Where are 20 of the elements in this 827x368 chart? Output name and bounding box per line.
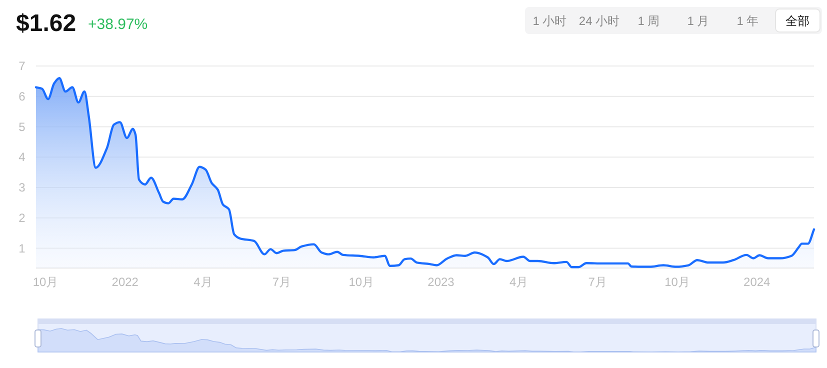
x-tick-label: 4月 — [194, 275, 212, 289]
x-tick-label: 10月 — [348, 275, 374, 289]
y-tick-label: 3 — [18, 180, 26, 195]
x-tick-label: 2023 — [428, 275, 455, 289]
range-buttons: 1 小时 24 小时 1 周 1 月 1 年 全部 — [525, 7, 822, 34]
x-tick-label: 2024 — [744, 275, 771, 289]
x-tick-label: 2022 — [112, 275, 139, 289]
y-tick-label: 1 — [18, 241, 26, 256]
y-tick-label: 5 — [18, 120, 26, 134]
x-tick-label: 10月 — [32, 275, 58, 289]
x-tick-label: 10月 — [664, 275, 690, 289]
x-tick-label: 7月 — [272, 275, 292, 289]
chart-title: $1.62 — [16, 10, 76, 37]
y-tick-label: 7 — [18, 59, 26, 73]
y-tick-label: 4 — [18, 150, 26, 164]
chart-subtitle: +38.97% — [88, 16, 148, 33]
y-tick-label: 2 — [18, 210, 26, 225]
x-tick-label: 4月 — [510, 275, 528, 289]
x-tick-label: 7月 — [588, 275, 607, 289]
y-tick-label: 6 — [18, 89, 26, 104]
